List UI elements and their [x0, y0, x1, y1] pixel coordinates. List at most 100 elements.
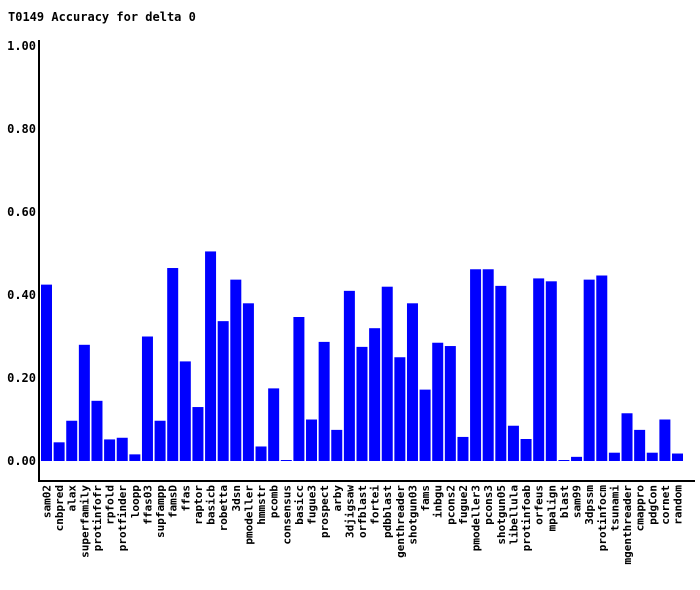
- category-label: mpalign: [545, 485, 558, 531]
- bar: [596, 275, 608, 461]
- category-label: supfampp: [154, 485, 167, 538]
- category-label: pdgCon: [646, 485, 659, 525]
- category-label: orfeus: [533, 485, 546, 525]
- bar: [230, 279, 242, 461]
- bar: [608, 452, 620, 461]
- bar: [192, 407, 204, 461]
- y-axis-ticks: 0.00 0.20 0.40 0.60 0.80 1.00: [7, 39, 36, 468]
- y-tick-label: 1.00: [7, 39, 36, 53]
- category-label: basicc: [293, 485, 306, 525]
- category-label: cnbpred: [53, 485, 66, 531]
- y-tick-label: 0.40: [7, 288, 36, 302]
- bar: [444, 346, 456, 461]
- y-tick-label: 0.20: [7, 371, 36, 385]
- bar: [179, 361, 191, 461]
- bar: [205, 251, 217, 461]
- category-label: arby: [331, 485, 344, 512]
- bar: [242, 303, 254, 461]
- bar: [66, 420, 78, 462]
- bar: [634, 429, 646, 462]
- bar: [129, 454, 141, 461]
- bar: [672, 453, 683, 461]
- bar: [621, 413, 633, 461]
- bar: [558, 460, 570, 461]
- bar: [104, 439, 116, 461]
- category-label: inbgu: [432, 485, 445, 518]
- category-label: sam99: [571, 485, 584, 518]
- category-labels: sam02 cnbpred alax superfamily protinfofr rpf…: [41, 485, 685, 565]
- category-label: shotgun03: [406, 485, 419, 545]
- y-tick-label: 0.80: [7, 122, 36, 136]
- bar: [268, 388, 280, 462]
- category-label: superfamily: [78, 485, 91, 558]
- category-label: fams: [419, 485, 432, 512]
- bar: [255, 446, 267, 462]
- category-label: robetta: [217, 485, 230, 531]
- chart-title: T0149 Accuracy for delta 0: [8, 10, 196, 24]
- bar: [482, 269, 494, 461]
- category-label: protinfoab: [520, 485, 533, 552]
- category-label: consensus: [280, 485, 293, 545]
- bar: [520, 439, 532, 461]
- category-label: sam02: [41, 485, 54, 518]
- category-label: pcomb: [268, 485, 281, 518]
- category-label: raptor: [192, 485, 205, 525]
- bar: [646, 452, 658, 461]
- category-label: prospect: [318, 485, 331, 538]
- category-label: ffas03: [141, 485, 154, 525]
- bar: [406, 303, 418, 461]
- category-label: orfblast: [356, 485, 369, 538]
- bar: [457, 436, 469, 461]
- bar: [293, 317, 305, 461]
- category-label: random: [672, 485, 685, 525]
- bar: [659, 419, 671, 461]
- y-tick-label: 0.60: [7, 205, 36, 219]
- category-label: protinfocm: [596, 485, 609, 552]
- category-label: hmmstr: [255, 485, 268, 525]
- category-label: pmodeller: [242, 485, 255, 545]
- bar: [318, 341, 330, 461]
- bars: [41, 251, 683, 462]
- category-label: pcons3: [482, 485, 495, 525]
- category-label: rpfold: [104, 485, 117, 525]
- y-tick-label: 0.00: [7, 454, 36, 468]
- bar: [533, 278, 545, 461]
- category-label: cmappro: [634, 485, 647, 532]
- bar: [154, 420, 166, 462]
- category-label: pcons2: [444, 485, 457, 525]
- bar: [343, 290, 355, 461]
- bar: [280, 460, 292, 461]
- category-label: pmodeller3: [470, 485, 483, 551]
- category-label: protinfofr: [91, 485, 104, 552]
- bar: [78, 344, 90, 461]
- bar: [583, 279, 595, 461]
- category-label: basicb: [205, 485, 218, 525]
- category-label: fugue2: [457, 485, 470, 525]
- bar: [381, 286, 393, 461]
- bar: [217, 321, 229, 461]
- bar: [356, 346, 368, 462]
- category-label: blast: [558, 485, 571, 518]
- category-label: tsunami: [608, 485, 621, 532]
- category-label: fugue3: [306, 485, 319, 525]
- bar: [571, 456, 583, 461]
- category-label: shotgun05: [495, 485, 508, 545]
- bar: [167, 268, 179, 461]
- bar: [331, 429, 343, 462]
- bar: [419, 389, 431, 461]
- bar: [432, 342, 444, 461]
- bar: [369, 328, 381, 461]
- bar: [495, 285, 507, 461]
- category-label: pdbblast: [381, 485, 394, 538]
- bar: [91, 400, 103, 461]
- category-label: alax: [66, 485, 79, 512]
- bar: [53, 442, 65, 461]
- category-label: fortei: [369, 485, 382, 525]
- category-label: loopp: [129, 485, 142, 518]
- category-label: 3dpssm: [583, 485, 596, 525]
- bar: [41, 284, 52, 462]
- category-label: genthreader: [394, 485, 407, 558]
- category-label: mgenthreader: [621, 485, 634, 565]
- bar: [141, 336, 153, 461]
